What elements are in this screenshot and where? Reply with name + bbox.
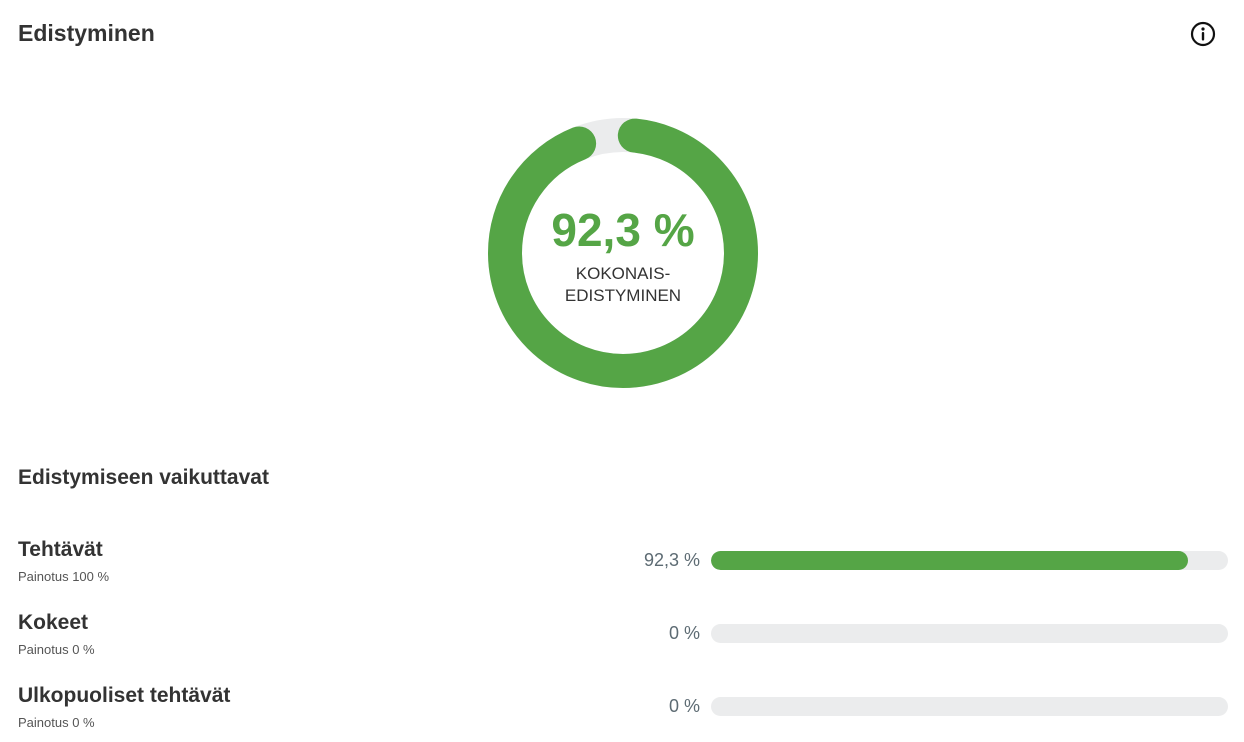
contributor-row: Ulkopuoliset tehtävät Painotus 0 % 0 % [0, 684, 1244, 734]
contributor-weight: Painotus 0 % [18, 642, 95, 657]
contributor-progress-track [711, 624, 1228, 643]
contributor-percent: 92,3 % [643, 550, 700, 570]
contributor-name: Tehtävät [18, 538, 103, 561]
overall-progress-label-line1: KOKONAIS- [575, 264, 671, 283]
page-title: Edistyminen [18, 20, 155, 46]
contributor-percent: 0 % [668, 623, 700, 643]
info-circle-icon [1190, 21, 1216, 47]
contributors-heading: Edistymiseen vaikuttavat [18, 466, 269, 489]
contributor-progress-fill [711, 551, 1189, 570]
overall-progress-donut: 92,3 % KOKONAIS- EDISTYMINEN [488, 118, 758, 388]
donut-progress-arc [488, 118, 758, 388]
contributor-name: Ulkopuoliset tehtävät [18, 684, 231, 707]
overall-progress-value: 92,3 % [551, 204, 695, 256]
contributor-weight: Painotus 0 % [18, 715, 95, 730]
contributor-progress-track [711, 551, 1228, 570]
contributor-progress-track [711, 697, 1228, 716]
contributor-weight: Painotus 100 % [18, 569, 110, 584]
overall-progress-label: KOKONAIS- EDISTYMINEN [488, 263, 758, 307]
contributor-row: Tehtävät Painotus 100 % 92,3 % [0, 538, 1244, 588]
contributor-percent: 0 % [668, 696, 700, 716]
overall-progress-label-line2: EDISTYMINEN [564, 286, 682, 305]
info-button[interactable] [1190, 21, 1216, 47]
contributor-row: Kokeet Painotus 0 % 0 % [0, 611, 1244, 661]
contributor-name: Kokeet [18, 611, 89, 634]
